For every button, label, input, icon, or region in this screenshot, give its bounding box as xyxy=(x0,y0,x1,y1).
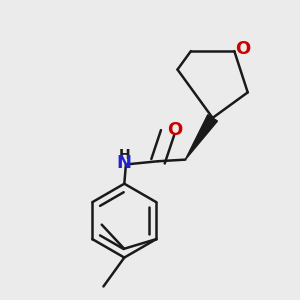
Polygon shape xyxy=(185,115,218,160)
Text: N: N xyxy=(117,154,132,172)
Text: H: H xyxy=(118,148,130,163)
Text: O: O xyxy=(167,121,182,139)
Text: O: O xyxy=(235,40,250,58)
